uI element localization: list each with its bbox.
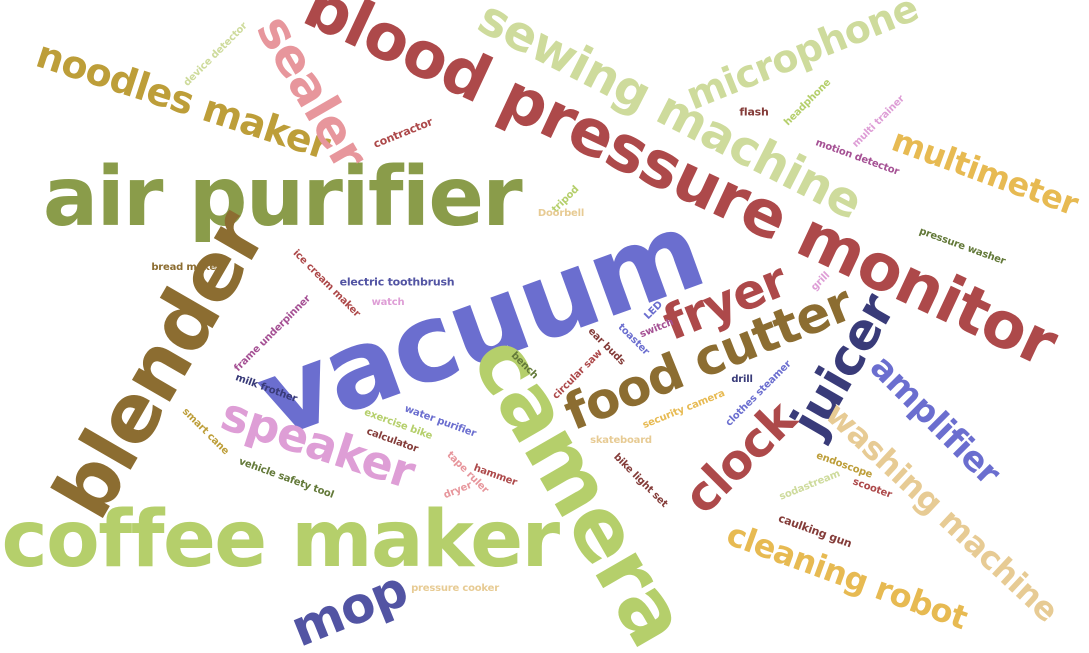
word-pressure-cooker: pressure cooker	[411, 583, 499, 594]
word-drill: drill	[731, 374, 753, 385]
word-bread-maker: bread maker	[151, 262, 221, 273]
word-coffee-maker: coffee maker	[1, 495, 561, 585]
word-flash: flash	[739, 105, 769, 119]
word-multimeter: multimeter	[886, 120, 1084, 224]
word-doorbell: Doorbell	[537, 208, 585, 219]
word-contractor: contractor	[371, 115, 435, 151]
word-device-detector: device detector	[181, 20, 250, 89]
word-skateboard: skateboard	[590, 435, 652, 446]
word-microphone: microphone	[679, 0, 925, 119]
word-sodastream: sodastream	[777, 468, 842, 503]
word-electric-toothbrush: electric toothbrush	[339, 275, 455, 289]
word-headphone: headphone	[782, 77, 834, 129]
word-air-purifier: air purifier	[42, 150, 523, 245]
word-watch: watch	[371, 297, 405, 308]
